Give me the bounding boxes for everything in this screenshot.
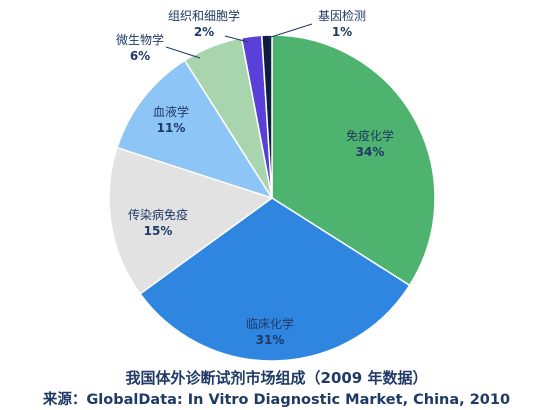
slice-percentage: 31% — [256, 333, 285, 347]
pie-slice-4 — [116, 59, 274, 200]
slice-percentage: 34% — [356, 145, 385, 159]
pie-slice-7 — [260, 34, 273, 199]
chart-caption-source: 来源：GlobalData: In Vitro Diagnostic Marke… — [42, 392, 511, 408]
slice-percentage: 1% — [332, 25, 352, 39]
leader-line-7 — [267, 23, 313, 39]
slice-label-2: 临床化学 31% — [246, 316, 294, 347]
slice-label-1: 免疫化学 34% — [346, 128, 394, 159]
slice-name: 组织和细胞学 — [168, 8, 240, 23]
slice-name: 血液学 — [153, 104, 189, 119]
pie-slices — [108, 34, 436, 362]
leader-line-5 — [165, 46, 201, 59]
slice-percentage: 6% — [130, 49, 150, 63]
slice-name: 免疫化学 — [346, 128, 394, 143]
slice-name: 临床化学 — [246, 316, 294, 331]
slice-percentage: 11% — [157, 121, 186, 135]
slice-percentage: 15% — [144, 224, 173, 238]
leader-line-6 — [224, 35, 249, 43]
slice-label-4: 血液学 11% — [153, 104, 189, 135]
slice-name: 传染病免疫 — [128, 207, 188, 222]
slice-name: 基因检测 — [318, 8, 366, 23]
pie-slice-2 — [139, 197, 411, 362]
slice-name: 微生物学 — [116, 32, 164, 47]
slice-label-3: 传染病免疫 15% — [128, 207, 188, 238]
chart-caption-title: 我国体外诊断试剂市场组成（2009 年数据） — [125, 369, 428, 387]
slice-labels: 免疫化学 34% 临床化学 31% 传染病免疫 15% 血液学 11% 微生物学 6% 组织和细胞学… — [116, 8, 394, 347]
slice-label-6: 组织和细胞学 2% — [168, 8, 240, 39]
slice-label-7: 基因检测 1% — [318, 8, 366, 39]
leader-lines — [165, 23, 313, 59]
slice-label-5: 微生物学 6% — [116, 32, 164, 63]
pie-slice-3 — [108, 146, 274, 295]
pie-slice-1 — [271, 34, 436, 287]
slice-percentage: 2% — [194, 25, 214, 39]
